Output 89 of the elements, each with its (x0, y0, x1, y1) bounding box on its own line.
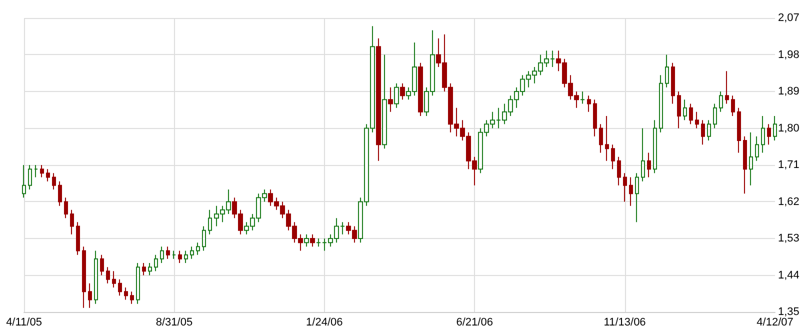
candlestick (653, 120, 657, 174)
candlestick (304, 234, 309, 248)
candlestick (118, 278, 122, 296)
candlestick (580, 91, 585, 104)
candlestick (731, 95, 735, 116)
y-tick-label: 1,35 (778, 306, 800, 318)
x-tick-label: 4/12/07 (756, 316, 794, 328)
candlestick (28, 164, 32, 190)
candlestick (641, 128, 645, 182)
y-tick-label: 1,89 (778, 86, 800, 98)
y-tick-label: 1,53 (778, 232, 800, 244)
candlestick (623, 172, 627, 202)
candlestick (719, 91, 723, 112)
candlestick (749, 132, 753, 186)
candlestick (400, 82, 405, 100)
candlestick (647, 152, 651, 178)
candlestick (196, 242, 200, 256)
candlestick (611, 144, 615, 170)
candlestick (755, 136, 759, 162)
candlestick (202, 226, 206, 252)
candlestick (124, 287, 128, 300)
candlestick (683, 99, 687, 121)
candlestick (76, 222, 80, 256)
candlestick (382, 54, 387, 150)
candlestick (34, 164, 38, 178)
candlestick (394, 82, 399, 108)
candlestick (376, 38, 381, 162)
candlestick (659, 74, 663, 133)
candlestick (178, 250, 182, 264)
candlestick (743, 136, 747, 194)
candlestick (316, 238, 321, 248)
candlestick (310, 234, 315, 248)
y-tick-label: 1,71 (778, 159, 800, 171)
candlestick (184, 250, 188, 264)
candlestick (136, 262, 140, 304)
candlestick (142, 262, 146, 276)
y-tick-label: 1,80 (778, 122, 800, 134)
y-tick-label: 1,98 (778, 48, 800, 61)
y-tick-label: 1,44 (778, 269, 800, 282)
candlestick (629, 176, 633, 206)
candlestick (665, 54, 669, 88)
candlestick (52, 172, 56, 190)
candlestick (761, 116, 765, 154)
x-tick-label: 8/31/05 (156, 316, 193, 328)
candlestick (617, 156, 621, 186)
candlestick (773, 116, 777, 141)
candlestick (767, 124, 771, 146)
candlestick (671, 62, 675, 104)
candlestick (58, 180, 62, 206)
y-tick-label: 2,07 (778, 12, 800, 24)
x-tick-label: 11/13/06 (604, 316, 646, 328)
candlestick (40, 164, 44, 178)
x-tick-label: 1/24/06 (306, 316, 343, 328)
candlestick (94, 250, 98, 304)
candlestick (599, 124, 603, 154)
candlestick (112, 270, 116, 288)
candlestick (88, 282, 92, 308)
candlestick (725, 70, 729, 104)
candlestick (190, 246, 194, 260)
candlestick (130, 291, 134, 304)
candlestick (166, 246, 170, 260)
candlestick (677, 91, 681, 129)
candlestick (70, 209, 74, 235)
candlestick (689, 103, 693, 125)
candlestick (100, 254, 104, 276)
candlestick (172, 250, 176, 260)
candlestick (106, 266, 110, 284)
candlestick (713, 103, 717, 129)
candlestick (707, 120, 711, 141)
candlestick (418, 62, 423, 116)
y-tick-label: 1,62 (778, 196, 800, 208)
candlestick (160, 246, 164, 264)
candlestick (82, 246, 86, 308)
candlestick (635, 172, 639, 223)
candlestick (64, 197, 68, 219)
candlestick (605, 116, 609, 162)
candlestick (388, 86, 393, 112)
x-tick-label: 6/21/06 (456, 316, 493, 328)
candlestick (46, 168, 50, 182)
candlestick (587, 95, 591, 112)
candlestick (154, 254, 158, 272)
candlestick (593, 99, 597, 137)
candlestick (208, 209, 212, 235)
x-tick-label: 4/11/05 (6, 316, 42, 328)
candlestick (737, 107, 741, 154)
candlestick (701, 120, 705, 146)
candlestick (22, 164, 26, 198)
candlestick (695, 111, 699, 129)
candlestick (148, 262, 152, 276)
